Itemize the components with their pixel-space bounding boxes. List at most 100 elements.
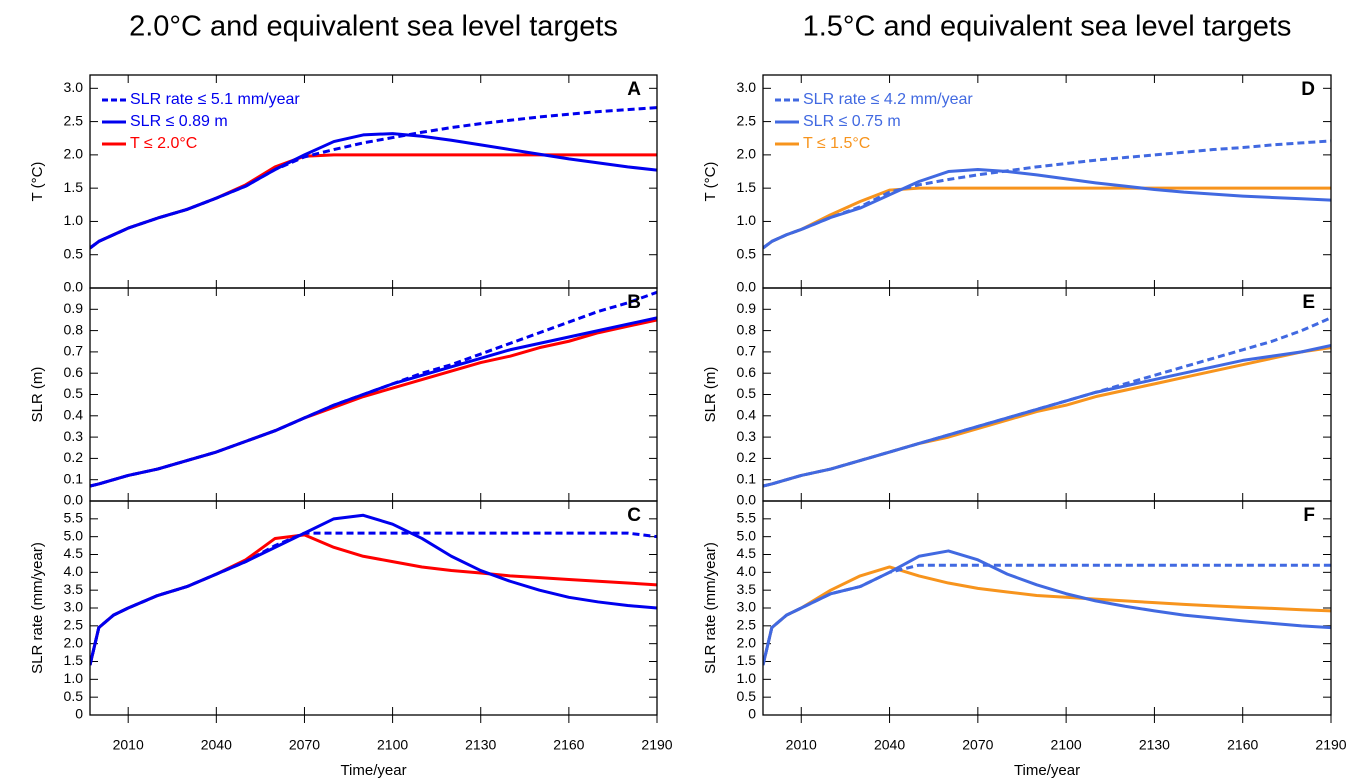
y-tick-label: 0.5	[64, 245, 84, 261]
y-tick-label: 2.5	[64, 112, 84, 128]
x-tick-label: 2160	[1227, 737, 1258, 753]
x-tick-label: 2190	[1315, 737, 1346, 753]
y-tick-label: 1.0	[737, 212, 757, 228]
chart-title: 1.5°C and equivalent sea level targets	[803, 11, 1292, 43]
y-tick-label: 3.0	[64, 79, 84, 95]
y-tick-label: 0.0	[64, 492, 84, 508]
x-axis-label: Time/year	[1014, 762, 1080, 779]
plot-frame	[89, 500, 658, 716]
data-line	[763, 139, 1331, 250]
y-tick-label: 0.5	[737, 385, 757, 401]
panel-label: E	[1302, 292, 1315, 313]
y-tick-label: 0.1	[64, 470, 84, 486]
data-line	[763, 565, 1331, 666]
y-tick-label: 0.4	[64, 407, 84, 423]
legend-label: SLR ≤ 0.89 m	[130, 113, 228, 130]
plot-frame	[762, 500, 1332, 716]
data-line	[763, 344, 1331, 488]
y-axis-label: T (°C)	[29, 162, 46, 202]
x-axis-label: Time/year	[340, 762, 406, 779]
y-tick-label: 1.0	[737, 670, 757, 686]
y-tick-label: 0.5	[737, 245, 757, 261]
x-tick-label: 2100	[1051, 737, 1082, 753]
legend-label: SLR ≤ 0.75 m	[803, 113, 901, 130]
y-tick-label: 5.5	[737, 510, 757, 526]
y-tick-label: 5.0	[64, 527, 84, 543]
x-tick-label: 2070	[289, 737, 320, 753]
y-tick-label: 0	[748, 706, 756, 722]
data-line	[90, 531, 657, 666]
data-line	[763, 168, 1331, 250]
y-tick-label: 2.0	[737, 634, 757, 650]
x-tick-label: 2130	[1139, 737, 1170, 753]
y-tick-label: 4.0	[737, 563, 757, 579]
y-tick-label: 3.0	[64, 599, 84, 615]
y-tick-label: 2.5	[737, 112, 757, 128]
panel-label: B	[627, 292, 641, 313]
x-tick-label: 2040	[874, 737, 905, 753]
y-axis-label: SLR rate (mm/year)	[29, 542, 46, 674]
y-tick-label: 3.0	[737, 599, 757, 615]
y-axis-label: SLR (m)	[29, 367, 46, 423]
y-tick-label: 0	[75, 706, 83, 722]
y-tick-label: 0.7	[64, 343, 84, 359]
y-axis-label: SLR rate (mm/year)	[702, 542, 719, 674]
x-tick-label: 2010	[786, 737, 817, 753]
y-tick-label: 0.0	[64, 279, 84, 295]
y-axis-label: SLR (m)	[702, 367, 719, 423]
legend-label: SLR rate ≤ 5.1 mm/year	[130, 91, 300, 108]
data-line	[90, 318, 657, 488]
y-tick-label: 5.0	[737, 527, 757, 543]
panel-label: A	[627, 79, 641, 100]
y-tick-label: 0.2	[737, 449, 757, 465]
y-tick-label: 1.5	[64, 179, 84, 195]
y-tick-label: 2.0	[64, 634, 84, 650]
y-tick-label: 0.5	[737, 688, 757, 704]
y-tick-label: 0.0	[737, 279, 757, 295]
y-tick-label: 5.5	[64, 510, 84, 526]
y-tick-label: 0.5	[64, 385, 84, 401]
legend-label: T ≤ 1.5°C	[803, 135, 870, 152]
legend-label: T ≤ 2.0°C	[130, 135, 197, 152]
y-tick-label: 3.0	[737, 79, 757, 95]
data-line	[90, 533, 657, 666]
y-tick-label: 0.6	[737, 364, 757, 380]
panel-label: C	[627, 505, 641, 526]
y-tick-label: 4.0	[64, 563, 84, 579]
y-tick-label: 0.8	[64, 321, 84, 337]
x-tick-label: 2010	[113, 737, 144, 753]
data-line	[90, 290, 657, 488]
y-tick-label: 2.5	[64, 617, 84, 633]
y-axis-label: T (°C)	[702, 162, 719, 202]
panel-label: F	[1303, 505, 1315, 526]
y-tick-label: 0.7	[737, 343, 757, 359]
y-tick-label: 0.0	[737, 492, 757, 508]
y-tick-label: 1.0	[64, 212, 84, 228]
y-tick-label: 3.5	[64, 581, 84, 597]
y-tick-label: 1.5	[737, 179, 757, 195]
chart-title: 2.0°C and equivalent sea level targets	[129, 11, 618, 43]
data-line	[90, 153, 657, 250]
y-tick-label: 2.0	[64, 146, 84, 162]
data-line	[90, 316, 657, 488]
x-tick-label: 2160	[553, 737, 584, 753]
data-line	[90, 106, 657, 250]
y-tick-label: 0.8	[737, 321, 757, 337]
y-tick-label: 0.9	[64, 300, 84, 316]
y-tick-label: 1.5	[737, 652, 757, 668]
y-tick-label: 0.9	[737, 300, 757, 316]
y-tick-label: 4.5	[64, 545, 84, 561]
y-tick-label: 0.2	[64, 449, 84, 465]
data-line	[763, 316, 1331, 488]
y-tick-label: 0.3	[64, 428, 84, 444]
x-tick-label: 2130	[465, 737, 496, 753]
x-tick-label: 2190	[641, 737, 672, 753]
y-tick-label: 4.5	[737, 545, 757, 561]
y-tick-label: 1.0	[64, 670, 84, 686]
plot-frame	[762, 287, 1332, 502]
x-tick-label: 2100	[377, 737, 408, 753]
y-tick-label: 2.0	[737, 146, 757, 162]
y-tick-label: 0.1	[737, 470, 757, 486]
legend-label: SLR rate ≤ 4.2 mm/year	[803, 91, 973, 108]
